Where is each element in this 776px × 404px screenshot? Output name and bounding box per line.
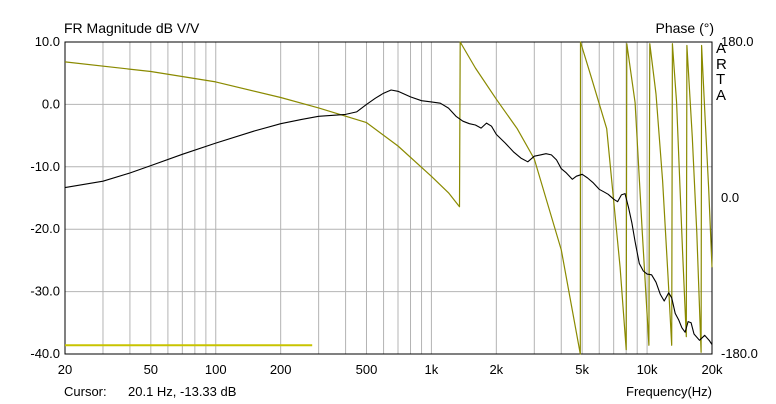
y2-tick-label: 0.0	[721, 190, 739, 205]
x-tick-label: 200	[270, 362, 292, 377]
y2-tick-label: -180.0	[721, 346, 758, 361]
x-tick-label: 500	[356, 362, 378, 377]
arta-logo: A R T A	[716, 41, 727, 103]
cursor-label: Cursor:	[64, 384, 107, 399]
x-tick-label: 20k	[702, 362, 723, 377]
plot-frame	[64, 41, 713, 355]
y-tick-label: -40.0	[30, 346, 60, 361]
cursor-readout: 20.1 Hz, -13.33 dB	[128, 384, 237, 399]
y-tick-label: -20.0	[30, 221, 60, 236]
y-tick-label: 10.0	[35, 34, 60, 49]
x-tick-label: 2k	[489, 362, 503, 377]
y-tick-label: -10.0	[30, 159, 60, 174]
chart-title: FR Magnitude dB V/V	[64, 20, 200, 36]
y2-tick-label: 180.0	[721, 34, 754, 49]
arta-letter: A	[716, 86, 727, 104]
magnitude-curve	[64, 89, 713, 345]
y-tick-label: -30.0	[30, 284, 60, 299]
x-tick-label: 20	[58, 362, 72, 377]
x-tick-label: 5k	[575, 362, 589, 377]
y-tick-label: 0.0	[42, 96, 60, 111]
x-tick-label: 50	[144, 362, 158, 377]
x-tick-label: 100	[205, 362, 227, 377]
x-tick-label: 1k	[425, 362, 439, 377]
phase-axis-title: Phase (°)	[655, 20, 714, 36]
phase-curve	[64, 41, 713, 355]
x-tick-label: 10k	[637, 362, 658, 377]
arta-letter: A	[716, 40, 727, 57]
arta-letter: R	[716, 55, 727, 73]
x-axis-label: Frequency(Hz)	[626, 384, 712, 399]
arta-letter: T	[716, 71, 726, 88]
